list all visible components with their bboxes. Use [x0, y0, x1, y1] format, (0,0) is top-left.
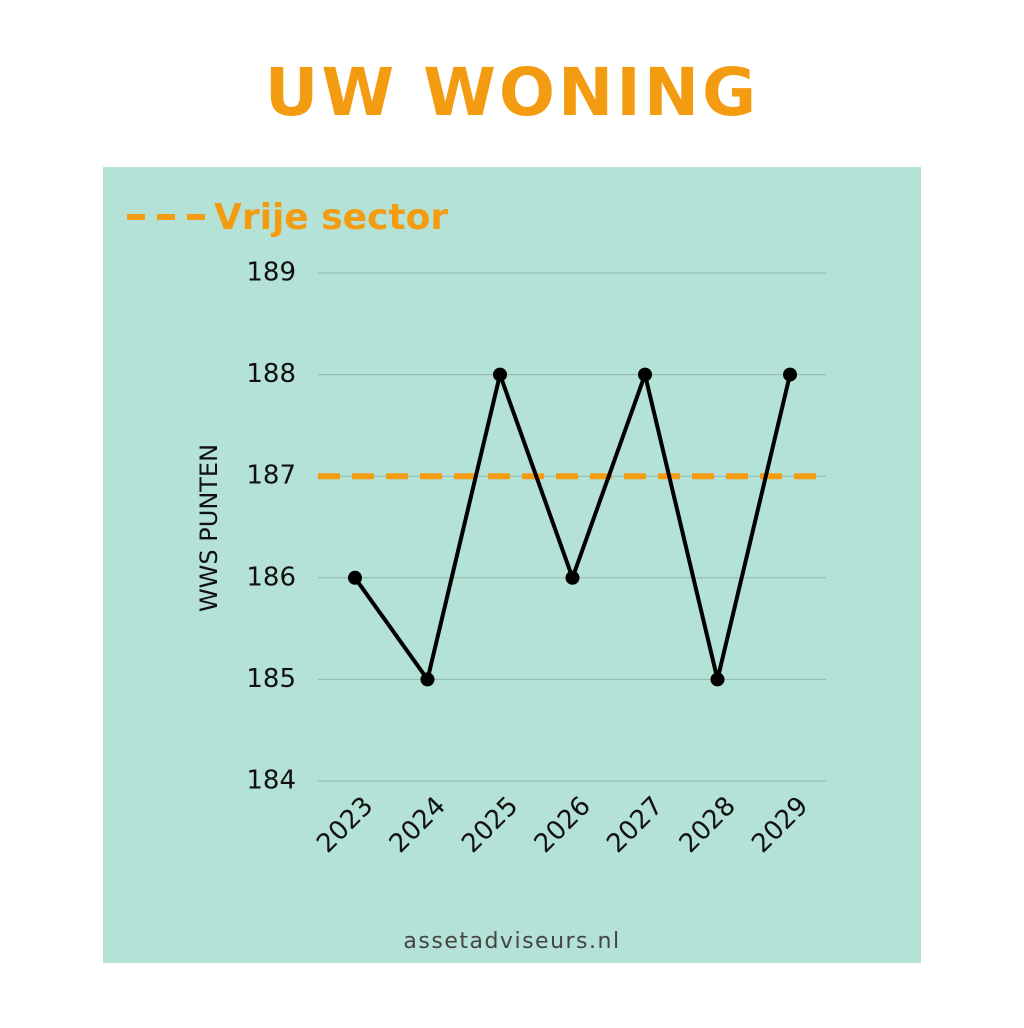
y-tick-label: 189 [246, 258, 296, 288]
footer: assetadviseurs.nl [403, 929, 620, 954]
data-point [565, 570, 580, 585]
y-tick-label: 187 [246, 461, 296, 491]
data-point [348, 570, 362, 585]
panel [103, 167, 921, 963]
data-point [638, 367, 652, 382]
y-tick-label: 188 [246, 359, 296, 389]
y-axis-label: WWS PUNTEN [195, 444, 223, 612]
data-point [783, 367, 797, 382]
legend-label: Vrije sector [214, 197, 448, 238]
data-point [710, 672, 725, 687]
data-point [493, 367, 507, 382]
y-tick-label: 185 [246, 664, 296, 694]
chart-title: UW WONING [265, 54, 759, 131]
y-tick-label: 186 [246, 562, 296, 592]
data-point [420, 672, 435, 687]
y-tick-label: 184 [246, 766, 296, 796]
